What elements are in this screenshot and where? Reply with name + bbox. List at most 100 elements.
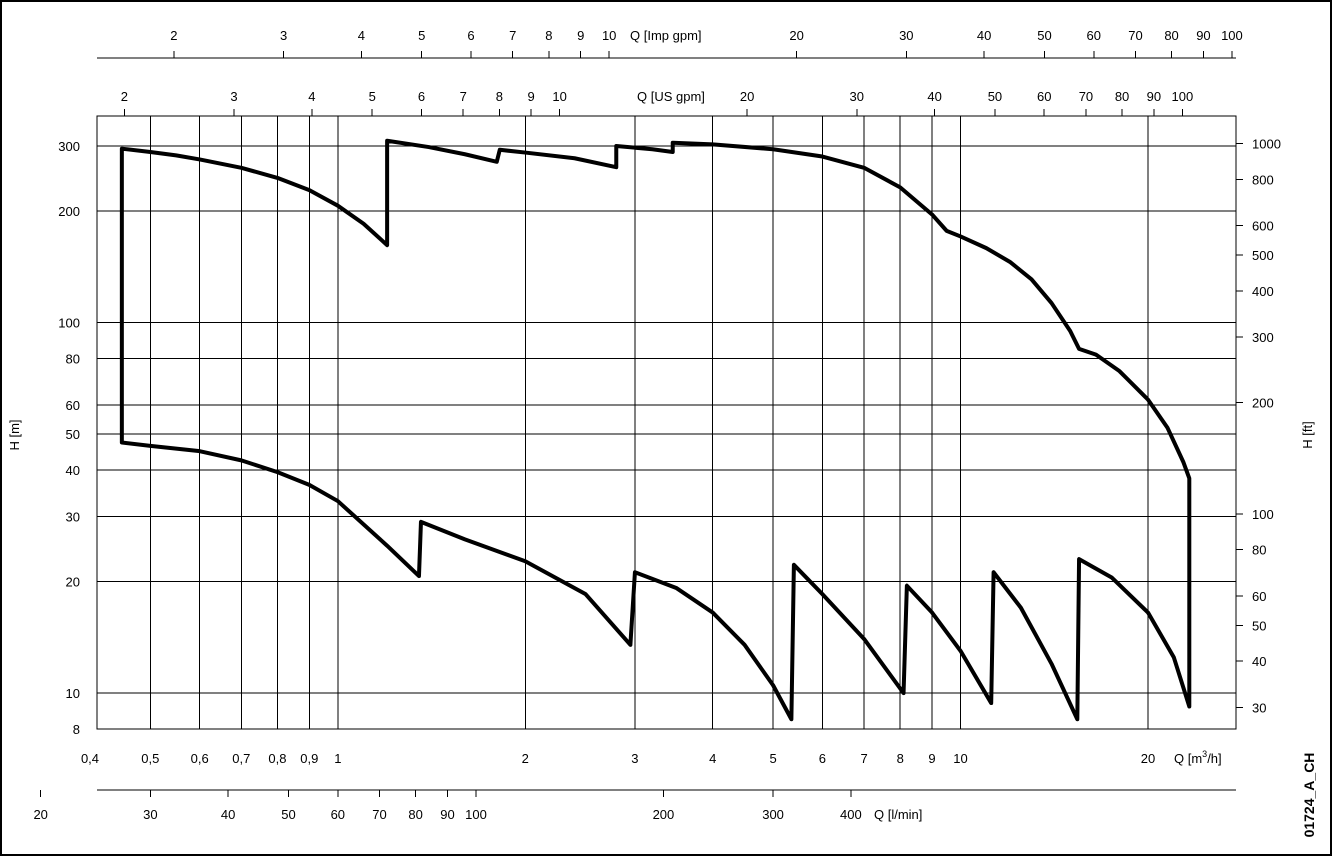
y-tick-label-m-20: 20 — [66, 575, 80, 590]
x-tick-label-imp-gpm-60: 60 — [1087, 28, 1101, 43]
y-axis-title-left: H [m] — [7, 419, 22, 450]
x-tick-label-us-gpm-3: 3 — [230, 89, 237, 104]
plot-border — [96, 115, 1237, 730]
x-tick-label-us-gpm-7: 7 — [460, 89, 467, 104]
y-tick-label-m-300: 300 — [58, 139, 80, 154]
y-tick-label-ft-40: 40 — [1252, 654, 1266, 669]
x-tick-label-imp-gpm-50: 50 — [1037, 28, 1051, 43]
y-tick-label-m-100: 100 — [58, 316, 80, 331]
x-tick-label-imp-gpm-40: 40 — [977, 28, 991, 43]
x-axis-title-us-gpm: Q [US gpm] — [637, 89, 705, 104]
x-tick-label-imp-gpm-7: 7 — [509, 28, 516, 43]
y-tick-label-ft-30: 30 — [1252, 701, 1266, 716]
x-axis-title-imp-gpm: Q [Imp gpm] — [630, 28, 702, 43]
chart-code-label: 01724_A_CH — [1301, 753, 1317, 838]
x-tick-label-imp-gpm-30: 30 — [899, 28, 913, 43]
x-tick-label-imp-gpm-6: 6 — [467, 28, 474, 43]
x-tick-label-imp-gpm-90: 90 — [1196, 28, 1210, 43]
x-tick-label-l-min-200: 200 — [653, 807, 675, 822]
x-tick-label-imp-gpm-3: 3 — [280, 28, 287, 43]
y-tick-label-m-80: 80 — [66, 352, 80, 367]
x-tick-label-m3h-20: 20 — [1141, 751, 1155, 766]
x-axis-title-m3h-main: Q [m — [1174, 751, 1202, 766]
x-tick-label-m3h-5: 5 — [769, 751, 776, 766]
y-tick-label-m-50: 50 — [66, 427, 80, 442]
x-tick-label-imp-gpm-2: 2 — [170, 28, 177, 43]
y-tick-label-ft-800: 800 — [1252, 172, 1274, 187]
y-tick-label-m-60: 60 — [66, 398, 80, 413]
x-tick-label-imp-gpm-4: 4 — [358, 28, 365, 43]
axis-layer: 0,4 0,5 0,6 0,7 0,8 0,9 1 2 3 4 5 6 7 8 9 10 20 7 8 9 10 20 30… — [33, 28, 1281, 822]
x-tick-label-m3h-0-9: 0,9 — [300, 751, 318, 766]
x-tick-label-l-min-100: 100 — [465, 807, 487, 822]
x-tick-label-us-gpm-60: 60 — [1037, 89, 1051, 104]
x-tick-label-l-min-30: 30 — [143, 807, 157, 822]
x-tick-label-us-gpm-70: 70 — [1079, 89, 1093, 104]
x-tick-label-us-gpm-5: 5 — [369, 89, 376, 104]
y-tick-label-m-200: 200 — [58, 204, 80, 219]
x-tick-label-m3h-0-7: 0,7 — [232, 751, 250, 766]
x-tick-label-m3h-4: 4 — [709, 751, 716, 766]
x-tick-label-l-min-70: 70 — [372, 807, 386, 822]
x-tick-label-m3h-9: 9 — [928, 751, 935, 766]
x-tick-label-l-min-20: 20 — [33, 807, 47, 822]
x-tick-label-m3h-0-8: 0,8 — [268, 751, 286, 766]
y-tick-label-ft-50: 50 — [1252, 618, 1266, 633]
x-tick-label-us-gpm-8: 8 — [496, 89, 503, 104]
x-tick-label-imp-gpm-20: 20 — [789, 28, 803, 43]
y-tick-label-m-40: 40 — [66, 463, 80, 478]
x-tick-label-us-gpm-50: 50 — [988, 89, 1002, 104]
x-axis-title-l-min: Q [l/min] — [874, 807, 922, 822]
x-tick-label-l-min-80: 80 — [408, 807, 422, 822]
x-tick-label-m3h-0-4: 0,4 — [81, 751, 99, 766]
y-tick-label-ft-500: 500 — [1252, 248, 1274, 263]
y-tick-label-ft-60: 60 — [1252, 589, 1266, 604]
x-tick-label-imp-gpm-5: 5 — [418, 28, 425, 43]
x-axis-title-m3h-suffix: /h] — [1207, 751, 1221, 766]
x-tick-label-imp-gpm-9: 9 — [577, 28, 584, 43]
x-tick-label-us-gpm-30: 30 — [850, 89, 864, 104]
x-tick-label-m3h-10: 10 — [953, 751, 967, 766]
x-tick-label-us-gpm-40: 40 — [927, 89, 941, 104]
x-tick-label-l-min-40: 40 — [221, 807, 235, 822]
y-tick-label-ft-400: 400 — [1252, 284, 1274, 299]
x-axis-title-m3h: Q [m3/h] — [1174, 749, 1222, 766]
grid-layer — [97, 116, 1236, 729]
x-tick-label-imp-gpm-100: 100 — [1221, 28, 1243, 43]
x-tick-label-m3h-3: 3 — [631, 751, 638, 766]
x-tick-label-m3h-6: 6 — [819, 751, 826, 766]
y-tick-label-m-10: 10 — [66, 686, 80, 701]
performance-envelope-curve-1 — [119, 138, 1192, 722]
x-tick-label-l-min-90: 90 — [440, 807, 454, 822]
x-tick-label-l-min-300: 300 — [762, 807, 784, 822]
x-tick-label-us-gpm-9: 9 — [528, 89, 535, 104]
x-tick-label-imp-gpm-8: 8 — [545, 28, 552, 43]
x-tick-label-l-min-400: 400 — [840, 807, 862, 822]
x-tick-label-m3h-2: 2 — [522, 751, 529, 766]
x-tick-label-us-gpm-6: 6 — [418, 89, 425, 104]
x-tick-label-m3h-8: 8 — [897, 751, 904, 766]
y-tick-label-ft-600: 600 — [1252, 219, 1274, 234]
curve-layer — [119, 138, 1192, 722]
y-tick-label-ft-300: 300 — [1252, 330, 1274, 345]
y-axis-title-right: H [ft] — [1300, 421, 1315, 448]
x-tick-label-us-gpm-20: 20 — [740, 89, 754, 104]
x-tick-label-imp-gpm-80: 80 — [1164, 28, 1178, 43]
y-tick-label-ft-80: 80 — [1252, 543, 1266, 558]
y-tick-label-m-8: 8 — [73, 722, 80, 737]
x-tick-label-us-gpm-90: 90 — [1147, 89, 1161, 104]
x-tick-label-us-gpm-100: 100 — [1172, 89, 1194, 104]
x-tick-label-l-min-60: 60 — [331, 807, 345, 822]
x-tick-label-us-gpm-2: 2 — [121, 89, 128, 104]
y-tick-label-m-30: 30 — [66, 509, 80, 524]
x-tick-label-m3h-1: 1 — [334, 751, 341, 766]
y-tick-label-ft-100: 100 — [1252, 507, 1274, 522]
x-tick-label-imp-gpm-10: 10 — [602, 28, 616, 43]
x-tick-label-imp-gpm-70: 70 — [1128, 28, 1142, 43]
y-tick-label-ft-1000: 1000 — [1252, 136, 1281, 151]
x-tick-label-us-gpm-80: 80 — [1115, 89, 1129, 104]
x-tick-label-m3h-7: 7 — [860, 751, 867, 766]
x-tick-label-m3h-0-6: 0,6 — [191, 751, 209, 766]
